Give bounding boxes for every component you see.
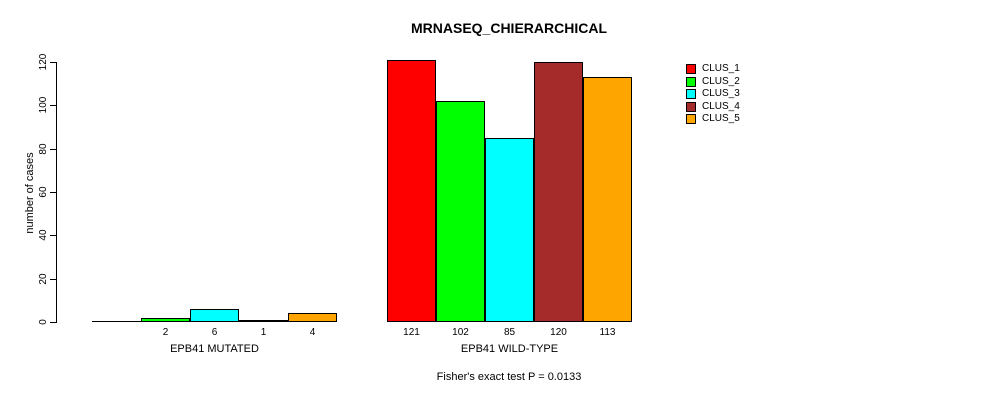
legend-swatch xyxy=(686,76,696,87)
bar xyxy=(583,77,632,322)
y-axis-tick xyxy=(50,62,57,63)
y-axis-tick-label: 60 xyxy=(38,186,49,198)
y-axis-tick xyxy=(50,279,57,280)
bar xyxy=(387,60,436,322)
bar-value-label: 113 xyxy=(599,327,616,338)
bar-value-label: 120 xyxy=(550,327,567,338)
legend-label: CLUS_4 xyxy=(702,100,740,112)
bar-value-label: 1 xyxy=(260,327,267,338)
bar-zero-line xyxy=(92,321,141,322)
bar-value-label: 6 xyxy=(211,327,218,338)
chart-title: MRNASEQ_CHIERARCHICAL xyxy=(410,20,608,36)
y-axis-tick-label: 0 xyxy=(38,319,49,325)
group-label: EPB41 WILD-TYPE xyxy=(460,343,559,355)
bar-value-label: 121 xyxy=(403,327,420,338)
group-label: EPB41 MUTATED xyxy=(170,343,259,355)
legend-label: CLUS_2 xyxy=(702,75,740,87)
legend-item: CLUS_3 xyxy=(686,88,740,101)
y-axis-tick xyxy=(50,192,57,193)
bar-value-label: 2 xyxy=(162,327,169,338)
y-axis-tick-label: 40 xyxy=(38,229,49,241)
bar-value-label: 4 xyxy=(309,327,316,338)
y-axis-tick xyxy=(50,149,57,150)
legend-item: CLUS_2 xyxy=(686,76,740,89)
legend-swatch xyxy=(686,89,696,100)
y-axis-tick-label: 80 xyxy=(38,143,49,155)
bar xyxy=(288,313,337,322)
bar xyxy=(141,318,190,322)
legend-label: CLUS_1 xyxy=(702,63,740,75)
legend-item: CLUS_5 xyxy=(686,113,740,126)
legend-swatch xyxy=(686,64,696,75)
bar xyxy=(485,138,534,322)
y-axis-label: number of cases xyxy=(24,152,36,234)
legend-swatch xyxy=(686,114,696,125)
y-axis-tick-label: 100 xyxy=(38,96,49,114)
y-axis-tick xyxy=(50,235,57,236)
bar xyxy=(534,62,583,322)
legend: CLUS_1 CLUS_2 CLUS_3 CLUS_4 CLUS_5 xyxy=(686,63,740,126)
legend-item: CLUS_4 xyxy=(686,101,740,114)
bar xyxy=(239,320,288,322)
y-axis-tick-label: 120 xyxy=(38,53,49,71)
y-axis-tick-label: 20 xyxy=(38,273,49,285)
y-axis-tick xyxy=(50,322,57,323)
bar-value-label: 85 xyxy=(503,327,516,338)
legend-item: CLUS_1 xyxy=(686,63,740,76)
bar xyxy=(190,309,239,322)
legend-label: CLUS_5 xyxy=(702,113,740,125)
bar-value-label: 102 xyxy=(452,327,469,338)
legend-label: CLUS_3 xyxy=(702,88,740,100)
y-axis-tick xyxy=(50,105,57,106)
bar xyxy=(436,101,485,322)
legend-swatch xyxy=(686,101,696,112)
fisher-test-annotation: Fisher's exact test P = 0.0133 xyxy=(436,371,582,383)
